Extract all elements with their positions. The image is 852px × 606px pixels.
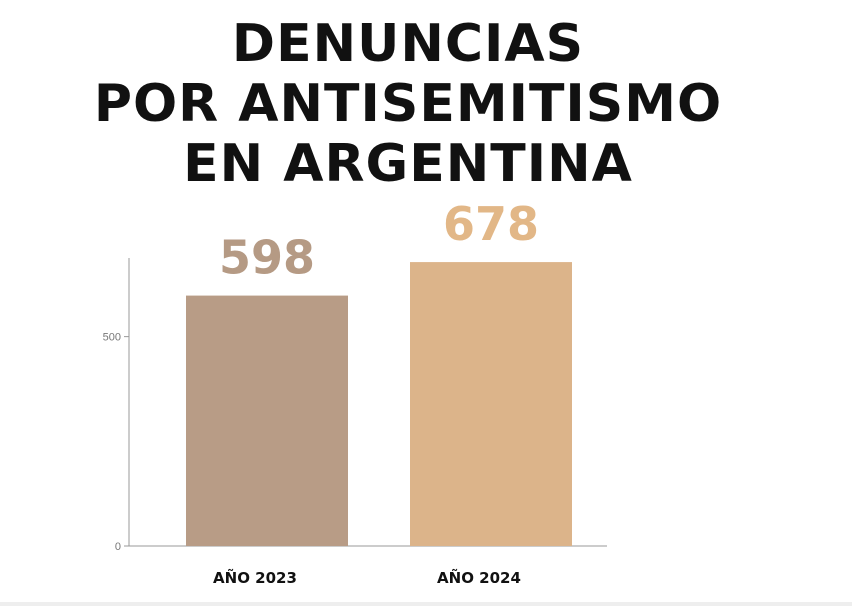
category-label: AÑO 2023 (213, 568, 297, 587)
title-line-1: DENUNCIAS (231, 14, 585, 74)
chart-title: DENUNCIAS POR ANTISEMITISMO EN ARGENTINA (0, 14, 816, 194)
bottom-divider (0, 602, 852, 606)
bars (186, 262, 572, 546)
bar-2 (410, 262, 572, 546)
value-labels: 598 678 (219, 197, 539, 285)
bar-value-label: 598 (219, 231, 315, 285)
bar-1 (186, 295, 348, 546)
category-labels: AÑO 2023 AÑO 2024 (213, 568, 521, 587)
title-line-2: POR ANTISEMITISMO (93, 74, 723, 134)
category-label: AÑO 2024 (437, 568, 521, 587)
y-tick-label: 0 (115, 541, 121, 553)
bar-value-label: 678 (443, 197, 539, 251)
y-axis-ticks: 0 500 (103, 332, 129, 553)
y-tick-label: 500 (103, 332, 121, 344)
title-line-3: EN ARGENTINA (183, 134, 633, 194)
